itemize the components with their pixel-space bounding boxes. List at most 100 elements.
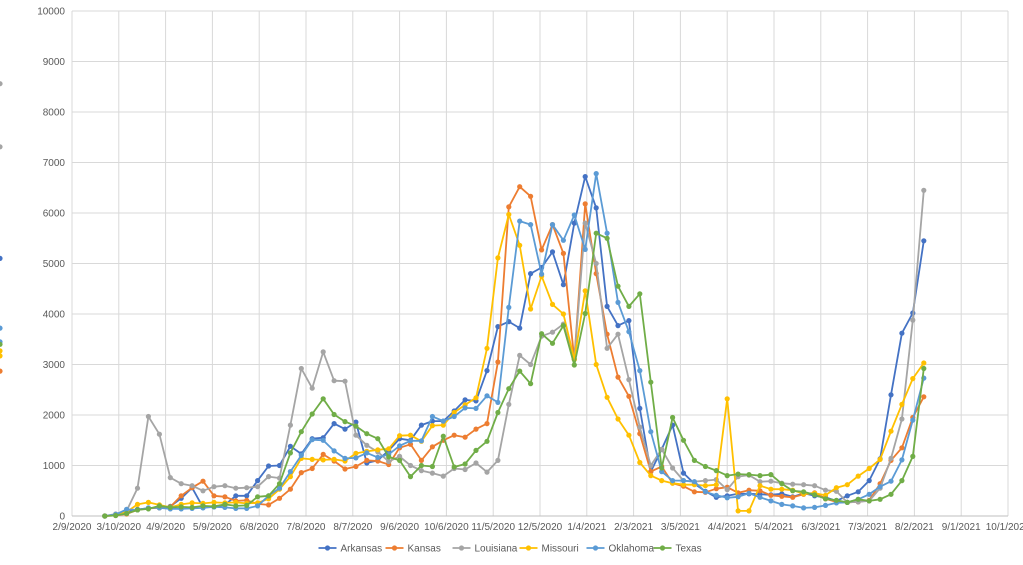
- data-point: [648, 379, 654, 385]
- data-point: [812, 483, 818, 489]
- series-louisiana: [0, 81, 927, 519]
- data-point: [888, 455, 894, 461]
- data-point: [877, 496, 883, 502]
- data-point: [670, 414, 676, 421]
- data-point: [342, 419, 348, 425]
- data-point: [298, 470, 304, 476]
- data-point: [342, 466, 348, 472]
- data-point: [768, 472, 774, 478]
- y-tick-label: 5000: [43, 259, 66, 270]
- data-point: [418, 457, 424, 463]
- data-point: [604, 230, 610, 236]
- data-point: [528, 381, 534, 387]
- x-tick-label: 3/10/2020: [97, 522, 142, 533]
- data-point: [812, 492, 818, 498]
- data-point: [866, 491, 872, 497]
- data-point: [451, 413, 457, 420]
- data-point: [779, 481, 785, 487]
- data-point: [921, 365, 927, 372]
- data-point: [233, 503, 239, 509]
- data-point: [0, 144, 3, 150]
- data-point: [320, 437, 326, 443]
- data-point: [790, 503, 796, 509]
- x-tick-label: 1/4/2021: [567, 522, 606, 533]
- data-point: [353, 450, 359, 456]
- data-point: [462, 434, 468, 440]
- data-point: [320, 457, 326, 463]
- series-oklahoma: [0, 171, 927, 519]
- legend-marker: [458, 545, 465, 551]
- data-point: [386, 446, 392, 452]
- data-point: [495, 409, 501, 416]
- data-point: [822, 502, 829, 508]
- data-point: [571, 212, 577, 218]
- data-point: [888, 478, 894, 484]
- legend-marker: [391, 545, 398, 551]
- legend-label: Oklahoma: [609, 544, 655, 555]
- data-point: [418, 438, 424, 444]
- data-point: [320, 349, 326, 355]
- data-point: [593, 361, 599, 368]
- x-tick-label: 8/2/2021: [895, 522, 934, 533]
- data-point: [167, 504, 173, 510]
- data-point: [517, 218, 523, 224]
- data-point: [211, 499, 217, 505]
- series-missouri: [0, 211, 927, 519]
- data-point: [768, 498, 774, 504]
- legend-label: Missouri: [542, 544, 579, 555]
- data-point: [353, 463, 359, 470]
- data-point: [266, 474, 272, 480]
- data-point: [713, 482, 719, 488]
- data-point: [888, 428, 894, 434]
- data-point: [670, 478, 676, 484]
- data-point: [560, 282, 567, 288]
- legend-item-arkansas: Arkansas: [318, 544, 382, 555]
- series-arkansas: [0, 174, 927, 519]
- data-point: [124, 510, 130, 517]
- data-point: [287, 443, 293, 449]
- data-point: [211, 484, 217, 490]
- data-point: [298, 429, 304, 435]
- data-point: [549, 249, 556, 255]
- data-point: [659, 478, 665, 484]
- data-point: [353, 423, 359, 429]
- y-tick-label: 6000: [43, 209, 66, 220]
- data-point: [746, 472, 752, 478]
- data-point: [626, 318, 632, 324]
- data-point: [877, 484, 883, 490]
- y-tick-label: 2000: [43, 411, 66, 422]
- x-tick-label: 11/5/2020: [471, 522, 515, 533]
- data-point: [0, 255, 3, 261]
- y-tick-label: 1000: [43, 461, 66, 472]
- data-point: [899, 416, 905, 422]
- data-point: [287, 474, 293, 480]
- data-point: [276, 462, 283, 469]
- data-point: [418, 462, 424, 469]
- x-tick-label: 3/5/2021: [661, 522, 700, 533]
- x-tick-label: 4/9/2020: [146, 522, 185, 533]
- data-point: [844, 499, 850, 505]
- data-point: [407, 462, 414, 469]
- data-point: [735, 471, 741, 477]
- data-point: [429, 423, 435, 429]
- data-point: [582, 174, 588, 180]
- data-point: [200, 488, 206, 494]
- y-tick-label: 3000: [43, 360, 66, 371]
- data-point: [626, 329, 632, 335]
- data-point: [659, 469, 665, 475]
- data-point: [560, 323, 567, 329]
- data-point: [506, 304, 512, 310]
- data-point: [549, 340, 556, 346]
- data-point: [571, 362, 577, 368]
- data-point: [528, 193, 534, 199]
- data-point: [0, 325, 3, 331]
- data-point: [528, 271, 534, 277]
- data-point: [866, 498, 872, 504]
- data-point: [276, 495, 283, 501]
- data-point: [102, 513, 108, 519]
- data-point: [222, 501, 228, 507]
- series-texas: [0, 230, 927, 519]
- data-point: [506, 401, 512, 407]
- data-point: [626, 303, 632, 309]
